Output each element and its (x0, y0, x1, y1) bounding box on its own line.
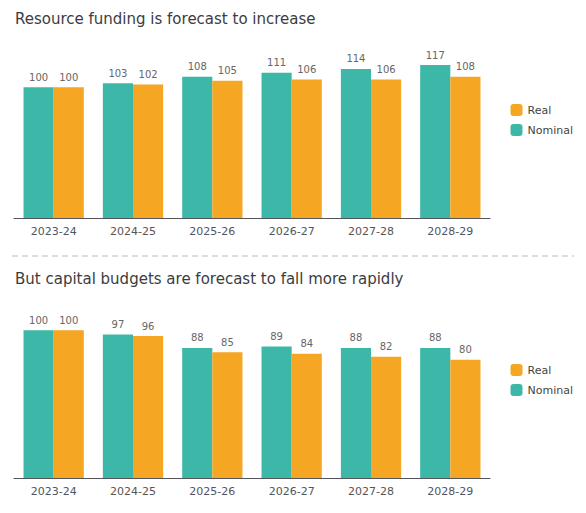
svg-text:2024-25: 2024-25 (110, 225, 156, 238)
svg-text:88: 88 (429, 332, 442, 343)
svg-text:2028-29: 2028-29 (427, 225, 473, 238)
svg-text:100: 100 (59, 72, 78, 83)
svg-text:96: 96 (142, 321, 155, 332)
svg-text:2024-25: 2024-25 (110, 485, 156, 498)
svg-text:2023-24: 2023-24 (31, 485, 77, 498)
svg-text:But capital budgets are foreca: But capital budgets are forecast to fall… (15, 270, 404, 288)
svg-text:Real: Real (528, 104, 552, 117)
svg-text:2028-29: 2028-29 (427, 485, 473, 498)
svg-text:103: 103 (108, 68, 127, 79)
svg-text:Real: Real (528, 364, 552, 377)
svg-text:80: 80 (459, 344, 472, 355)
svg-text:84: 84 (300, 338, 313, 349)
svg-text:88: 88 (350, 332, 363, 343)
svg-text:106: 106 (297, 64, 316, 75)
svg-text:85: 85 (221, 337, 234, 348)
svg-text:100: 100 (59, 315, 78, 326)
svg-text:2027-28: 2027-28 (348, 225, 394, 238)
svg-text:97: 97 (112, 319, 125, 330)
svg-text:Resource funding is forecast t: Resource funding is forecast to increase (15, 10, 316, 28)
svg-text:111: 111 (267, 57, 286, 68)
svg-text:Nominal: Nominal (528, 124, 574, 137)
svg-text:106: 106 (377, 64, 396, 75)
svg-text:Nominal: Nominal (528, 384, 574, 397)
svg-text:82: 82 (380, 341, 393, 352)
svg-text:2027-28: 2027-28 (348, 485, 394, 498)
svg-text:117: 117 (426, 50, 445, 61)
svg-text:105: 105 (218, 65, 237, 76)
svg-text:100: 100 (29, 315, 48, 326)
svg-text:89: 89 (270, 331, 283, 342)
svg-text:88: 88 (191, 332, 204, 343)
svg-text:2026-27: 2026-27 (269, 225, 315, 238)
svg-text:108: 108 (456, 61, 475, 72)
svg-text:108: 108 (188, 61, 207, 72)
svg-text:2026-27: 2026-27 (269, 485, 315, 498)
svg-text:2025-26: 2025-26 (189, 485, 235, 498)
svg-text:2023-24: 2023-24 (31, 225, 77, 238)
svg-text:114: 114 (346, 53, 365, 64)
svg-text:100: 100 (29, 72, 48, 83)
svg-text:2025-26: 2025-26 (189, 225, 235, 238)
svg-text:102: 102 (139, 69, 158, 80)
